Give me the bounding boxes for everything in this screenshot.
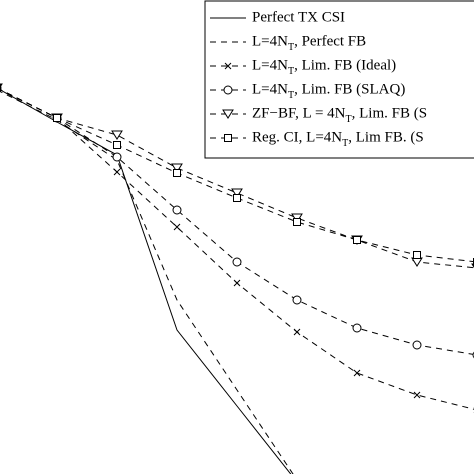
marker — [292, 295, 302, 305]
legend-label: L=4NT, Perfect FB — [252, 33, 366, 52]
marker — [224, 62, 232, 70]
marker — [293, 328, 301, 336]
marker — [53, 114, 61, 122]
marker — [113, 168, 121, 176]
marker — [352, 323, 362, 333]
marker — [231, 188, 243, 198]
marker — [223, 85, 233, 95]
marker — [353, 369, 361, 377]
marker — [171, 163, 183, 173]
marker — [353, 236, 361, 244]
marker — [233, 279, 241, 287]
marker — [172, 205, 182, 215]
marker — [411, 257, 423, 267]
marker — [293, 218, 301, 226]
marker — [413, 251, 421, 259]
marker — [224, 134, 232, 142]
plot-area — [0, 83, 474, 474]
marker — [113, 141, 121, 149]
marker — [112, 152, 122, 162]
legend-label: ZF−BF, L = 4NT, Lim. FB (S — [252, 105, 427, 124]
series-line — [0, 90, 294, 474]
legend-label: Reg. CI, L=4NT, Lim FB. (S — [252, 129, 424, 148]
legend-label: Perfect TX CSI — [252, 9, 345, 25]
marker — [413, 391, 421, 399]
marker — [232, 257, 242, 267]
marker — [173, 169, 181, 177]
marker — [173, 223, 181, 231]
marker — [0, 84, 1, 92]
marker — [233, 194, 241, 202]
series-line — [0, 88, 474, 269]
marker — [111, 130, 123, 140]
marker — [222, 109, 234, 119]
series-line — [0, 89, 292, 474]
marker — [412, 340, 422, 350]
legend-box — [204, 0, 474, 159]
